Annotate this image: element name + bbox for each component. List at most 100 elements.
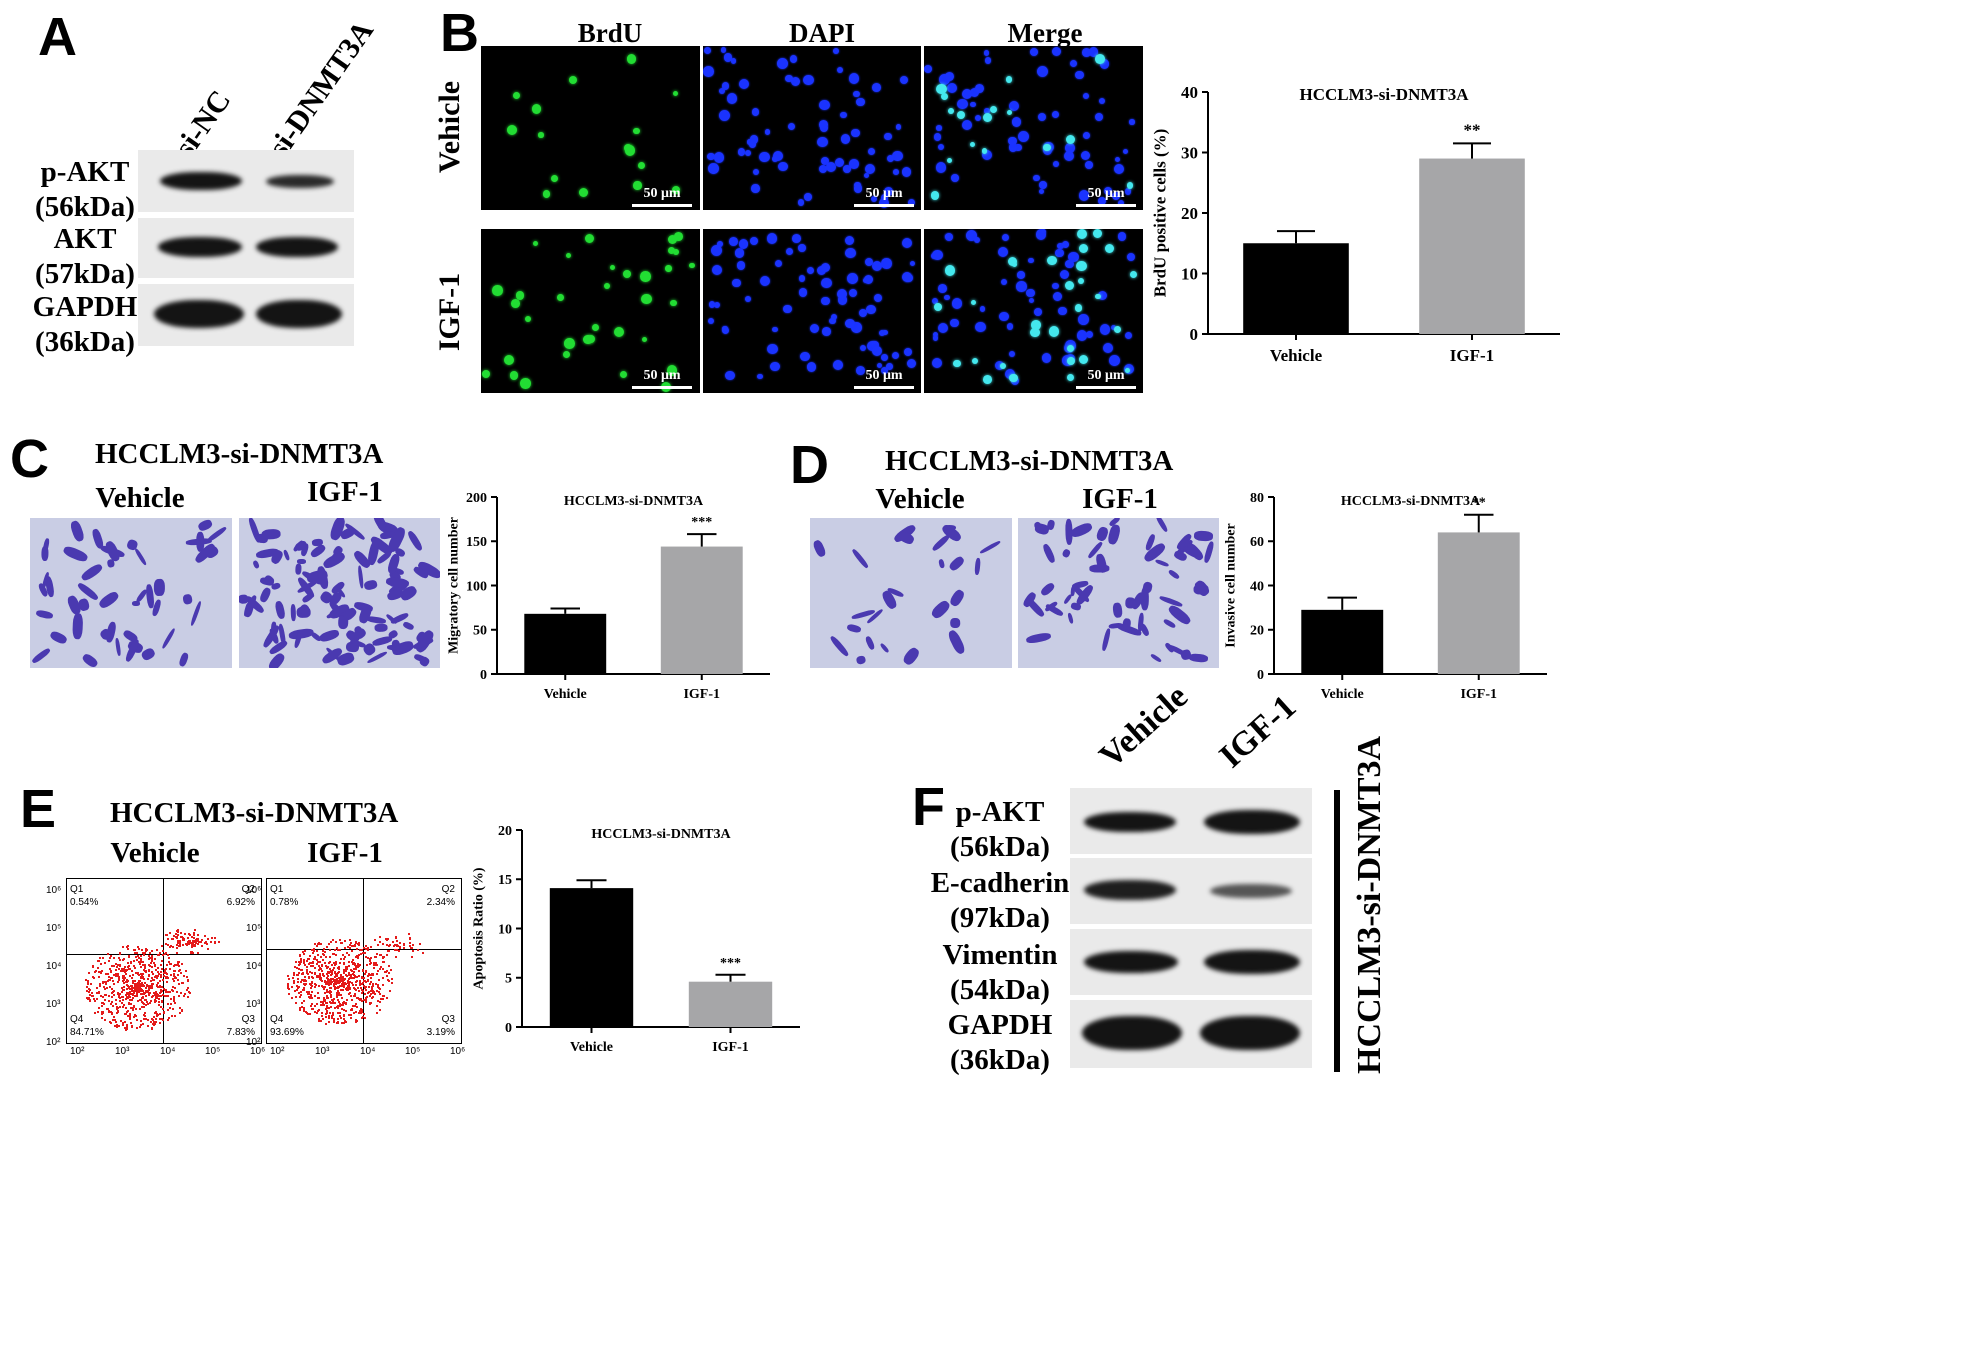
axis-tick-label: 10⁶ <box>246 885 262 896</box>
stained-cell <box>153 578 165 596</box>
event-dot <box>102 1011 105 1014</box>
event-dot <box>118 996 121 999</box>
event-dot <box>316 963 319 966</box>
nucleus-dot <box>950 318 959 328</box>
nucleus-dot <box>751 108 760 116</box>
event-dot <box>307 1012 310 1015</box>
event-dot <box>348 988 351 991</box>
y-tick-label: 60 <box>1250 535 1264 550</box>
stained-cell <box>1154 518 1169 534</box>
event-dot <box>338 1004 341 1007</box>
band <box>266 175 334 188</box>
event-dot <box>318 968 321 971</box>
event-dot <box>136 1000 139 1003</box>
event-dot <box>358 953 361 956</box>
event-dot <box>354 975 357 978</box>
event-dot <box>151 983 154 986</box>
nucleus-dot <box>1000 279 1007 286</box>
event-dot <box>363 998 365 1001</box>
event-dot <box>163 1010 166 1013</box>
nucleus-dot <box>1012 117 1022 127</box>
event-dot <box>122 976 125 979</box>
nucleus-dot <box>1058 306 1067 316</box>
event-dot <box>88 993 91 996</box>
event-dot <box>155 1020 158 1023</box>
event-dot <box>131 1009 134 1012</box>
event-dot <box>164 951 167 954</box>
event-dot <box>338 961 341 964</box>
nucleus-dot <box>1074 304 1082 312</box>
event-dot <box>335 946 338 949</box>
nucleus-dot <box>767 343 778 355</box>
event-dot <box>323 979 326 982</box>
event-dot <box>357 962 360 965</box>
event-dot <box>94 1011 97 1014</box>
event-dot <box>144 986 147 989</box>
event-dot <box>361 951 364 954</box>
event-dot <box>196 938 199 941</box>
nucleus-dot <box>509 370 519 380</box>
nucleus-dot <box>936 83 947 95</box>
event-dot <box>314 985 317 988</box>
event-dot <box>341 985 344 988</box>
y-tick-label: 10 <box>1181 264 1198 283</box>
event-dot <box>126 1028 129 1031</box>
nucleus-dot <box>932 249 943 261</box>
event-dot <box>144 948 147 951</box>
nucleus-dot <box>833 360 844 371</box>
event-dot <box>298 992 301 995</box>
event-dot <box>122 1003 125 1006</box>
blot-strip-p-akt <box>1070 788 1312 854</box>
nucleus-dot <box>999 363 1007 370</box>
event-dot <box>95 969 98 972</box>
event-dot <box>365 963 368 966</box>
event-dot <box>125 968 128 971</box>
event-dot <box>201 945 204 948</box>
event-dot <box>347 973 350 976</box>
event-dot <box>387 944 390 947</box>
event-dot <box>104 1019 107 1022</box>
nucleus-dot <box>945 72 955 82</box>
event-dot <box>160 960 163 963</box>
event-dot <box>178 945 181 948</box>
event-dot <box>110 970 113 973</box>
event-dot <box>152 995 155 998</box>
band <box>154 300 244 328</box>
event-dot <box>115 1012 118 1015</box>
nucleus-dot <box>1008 142 1018 152</box>
event-dot <box>157 998 160 1001</box>
event-dot <box>148 987 151 990</box>
event-dot <box>308 954 311 957</box>
y-tick-label: 150 <box>466 535 487 550</box>
event-dot <box>345 999 348 1002</box>
event-dot <box>142 1005 145 1008</box>
event-dot <box>321 952 324 955</box>
event-dot <box>303 953 306 956</box>
event-dot <box>124 968 126 971</box>
bracket-line <box>1334 790 1340 1072</box>
event-dot <box>337 1001 340 1004</box>
event-dot <box>146 1024 149 1027</box>
event-dot <box>368 974 371 977</box>
event-dot <box>378 1009 381 1012</box>
nucleus-dot <box>878 330 885 337</box>
event-dot <box>153 1012 156 1015</box>
event-dot <box>348 992 351 995</box>
event-dot <box>303 960 306 963</box>
nucleus-dot <box>1047 256 1057 266</box>
nucleus-dot <box>1124 368 1130 374</box>
event-dot <box>125 998 128 1001</box>
event-dot <box>156 997 159 999</box>
event-dot <box>323 992 326 995</box>
event-dot <box>379 953 382 956</box>
event-dot <box>295 985 298 988</box>
event-dot <box>125 1007 128 1010</box>
nucleus-dot <box>673 90 679 96</box>
event-dot <box>364 1001 367 1004</box>
nucleus-dot <box>774 259 782 267</box>
stained-cell <box>930 534 951 553</box>
axis-tick-label: 10³ <box>46 999 61 1010</box>
event-dot <box>123 978 125 981</box>
event-dot <box>299 968 302 971</box>
event-dot <box>110 1011 113 1014</box>
